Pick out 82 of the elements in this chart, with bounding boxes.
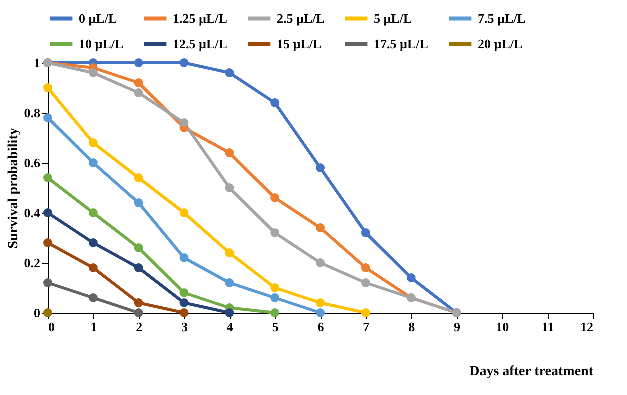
point xyxy=(44,174,52,182)
y-axis-title: Survival probability xyxy=(6,128,22,249)
legend-label: 7.5 µL/L xyxy=(478,10,526,26)
point xyxy=(225,68,234,78)
y-tick-label: 0 xyxy=(34,306,40,320)
x-tick-label: 5 xyxy=(272,320,280,334)
point xyxy=(180,208,189,218)
point xyxy=(88,238,98,248)
point xyxy=(316,298,325,308)
legend-label: 17.5 µL/L xyxy=(374,36,429,52)
point xyxy=(316,258,325,268)
point xyxy=(134,88,144,98)
point xyxy=(225,148,234,158)
x-tick-label: 0 xyxy=(48,320,55,334)
point xyxy=(361,228,370,238)
x-tick-label: 10 xyxy=(496,320,510,334)
x-tick-label: 12 xyxy=(580,320,594,334)
x-axis-title: Days after treatment xyxy=(470,364,594,380)
point xyxy=(44,114,52,122)
point xyxy=(270,284,280,292)
point xyxy=(361,264,370,272)
point xyxy=(180,288,189,298)
point xyxy=(44,208,52,218)
x-tick-label: 7 xyxy=(363,320,370,334)
point xyxy=(88,294,98,302)
point xyxy=(88,208,98,218)
point xyxy=(134,298,144,308)
point xyxy=(88,138,98,148)
x-tick-label: 2 xyxy=(136,320,143,334)
point xyxy=(225,308,234,318)
point xyxy=(88,68,98,78)
point xyxy=(44,278,52,288)
point xyxy=(270,228,280,238)
point xyxy=(180,58,189,68)
point xyxy=(180,298,189,308)
point xyxy=(134,308,144,318)
x-tick-label: 1 xyxy=(90,320,98,334)
point xyxy=(134,264,144,272)
point xyxy=(44,84,52,92)
legend-label: 0 µL/L xyxy=(79,10,118,26)
legend-label: 5 µL/L xyxy=(374,10,413,26)
x-tick-label: 11 xyxy=(542,320,554,334)
point xyxy=(361,308,370,318)
point xyxy=(88,264,98,272)
point xyxy=(134,198,144,208)
point xyxy=(180,118,189,128)
point xyxy=(316,224,325,232)
legend-label: 15 µL/L xyxy=(277,36,322,52)
x-tick-label: 9 xyxy=(454,320,461,334)
y-tick-label: 0.4 xyxy=(24,206,41,220)
point xyxy=(134,174,144,182)
point xyxy=(316,164,325,172)
point xyxy=(180,254,189,262)
x-tick-label: 4 xyxy=(226,320,234,334)
point xyxy=(361,278,370,288)
point xyxy=(270,308,280,318)
x-tick-label: 3 xyxy=(182,320,188,334)
point xyxy=(180,308,189,318)
point xyxy=(134,58,144,68)
point xyxy=(134,244,144,252)
y-tick-label: 1 xyxy=(34,56,40,70)
point xyxy=(225,184,234,192)
point xyxy=(44,238,52,248)
legend-label: 1.25 µL/L xyxy=(173,10,228,26)
y-tick-label: 0.6 xyxy=(24,156,41,170)
y-tick-label: 0.8 xyxy=(24,106,41,120)
x-tick-label: 8 xyxy=(408,320,416,334)
x-tick-label: 6 xyxy=(318,320,325,334)
point xyxy=(316,308,325,318)
legend-label: 2.5 µL/L xyxy=(277,10,326,26)
point xyxy=(270,98,280,108)
point xyxy=(270,294,280,302)
point xyxy=(406,274,416,282)
y-tick-label: 0.2 xyxy=(24,256,40,270)
point xyxy=(88,158,98,168)
point xyxy=(225,278,234,288)
legend-label: 10 µL/L xyxy=(79,36,124,52)
legend-label: 12.5 µL/L xyxy=(173,36,228,52)
point xyxy=(225,248,234,258)
point xyxy=(270,194,280,202)
legend-label: 20 µL/L xyxy=(478,36,524,52)
point xyxy=(134,78,144,88)
